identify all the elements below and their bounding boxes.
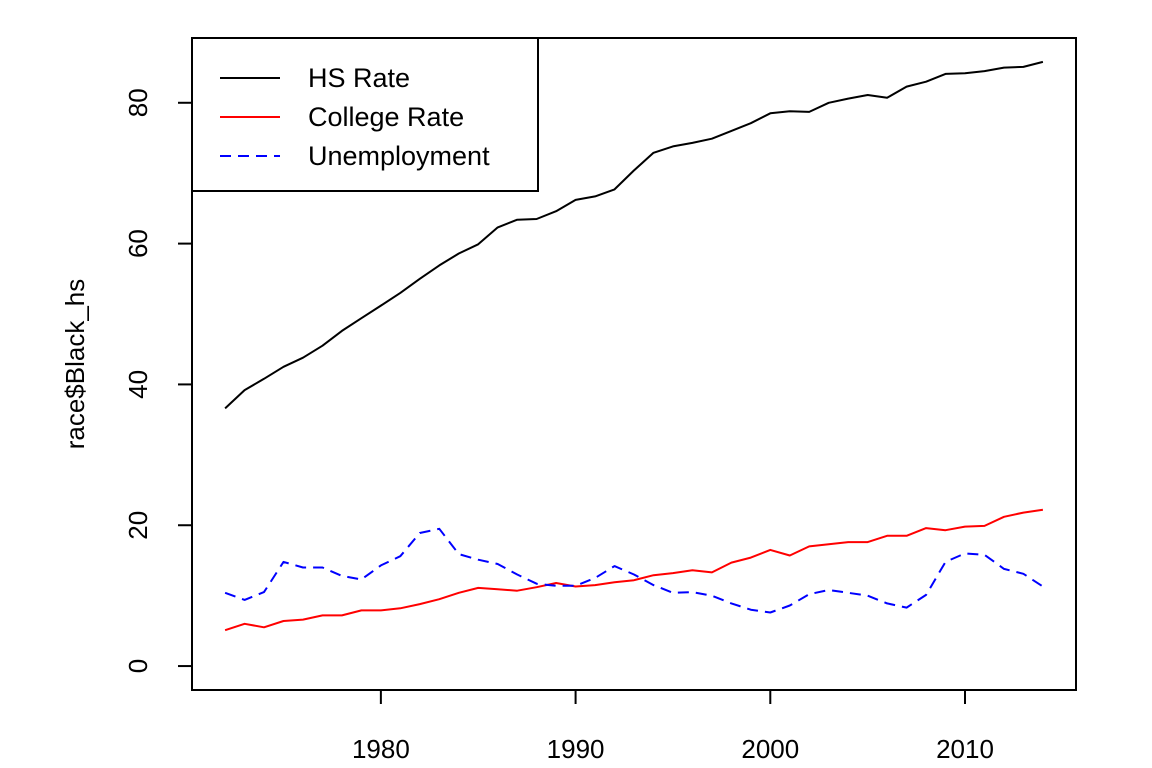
plot-box xyxy=(191,37,1077,691)
series-line-unemployment xyxy=(224,527,1044,614)
series-line-college-rate xyxy=(224,508,1044,632)
y-axis: 0 20 40 60 80 xyxy=(123,88,192,673)
legend-label: Unemployment xyxy=(308,141,490,171)
y-tick-label: 0 xyxy=(123,659,153,673)
x-tick-label: 2000 xyxy=(741,734,799,764)
x-tick-label: 1980 xyxy=(352,734,410,764)
legend: HS Rate College Rate Unemployment xyxy=(191,37,539,192)
x-tick-label: 2010 xyxy=(936,734,994,764)
legend-label: College Rate xyxy=(308,102,464,132)
y-tick-label: 80 xyxy=(123,88,153,117)
y-axis-label: race$Black_hs xyxy=(60,279,90,450)
y-tick-label: 20 xyxy=(123,511,153,540)
x-axis: 1980 1990 2000 2010 xyxy=(352,690,994,764)
x-tick-label: 1990 xyxy=(547,734,605,764)
y-tick-label: 60 xyxy=(123,229,153,258)
y-tick-label: 40 xyxy=(123,370,153,399)
legend-box xyxy=(191,37,539,192)
legend-label: HS Rate xyxy=(308,63,410,93)
series-line-hs-rate xyxy=(224,60,1044,410)
series-layer xyxy=(224,60,1044,632)
